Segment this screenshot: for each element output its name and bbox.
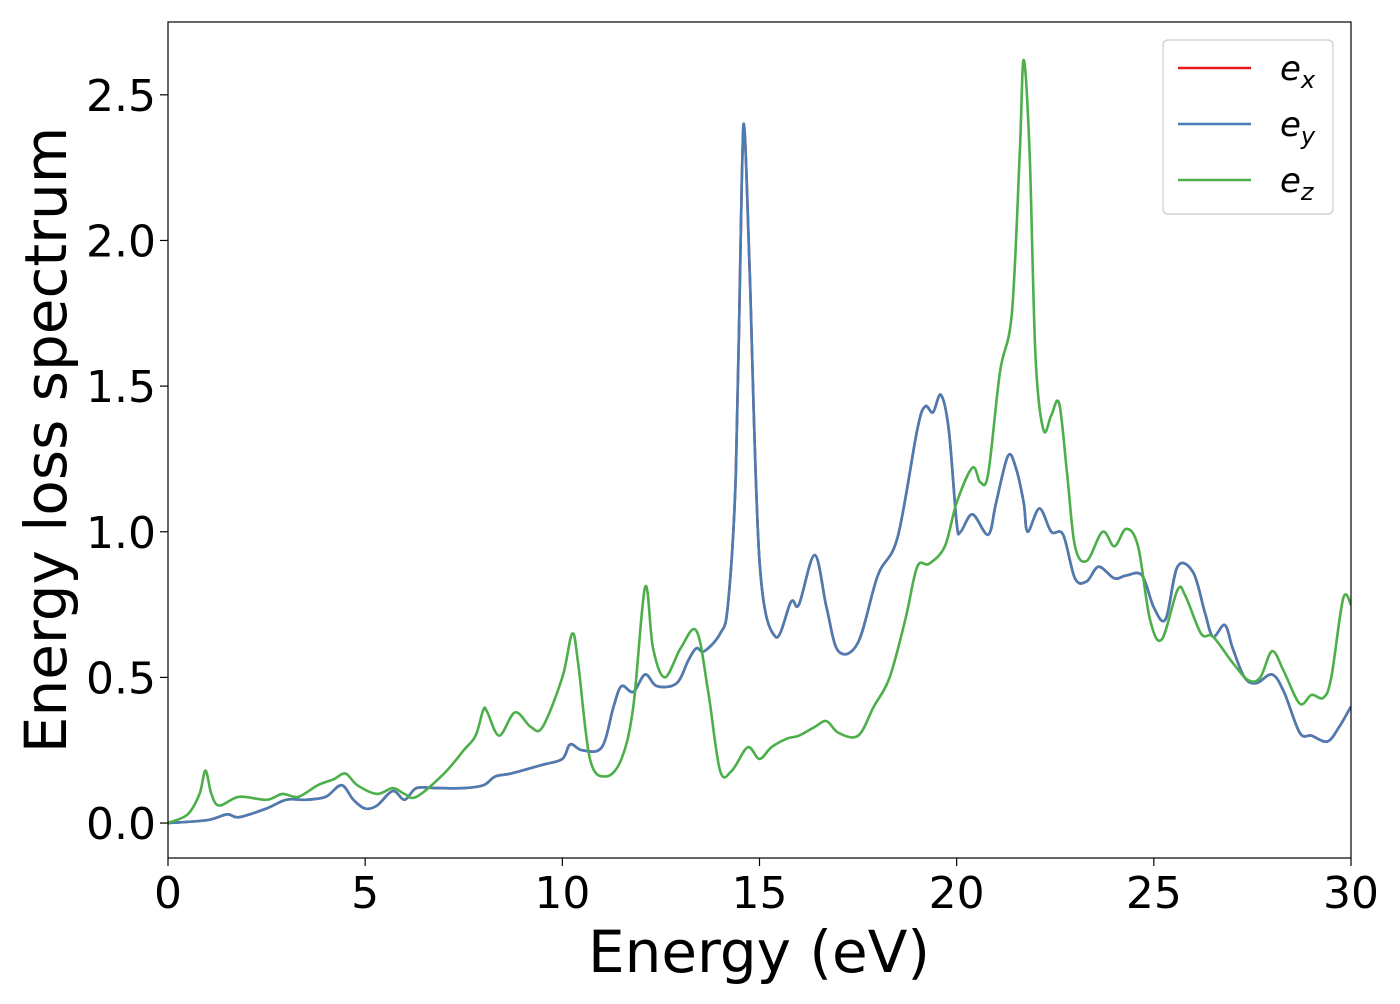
legend-label-subscript: z — [1300, 178, 1315, 206]
series-line-ez — [168, 58, 1351, 825]
y-tick-label: 0.5 — [86, 653, 156, 704]
legend-box — [1162, 39, 1334, 215]
x-tick-label: 15 — [732, 868, 788, 919]
x-axis: 0 5 10 15 20 25 30 — [154, 858, 1379, 919]
x-tick-label: 20 — [929, 868, 985, 919]
x-tick-label: 30 — [1323, 868, 1379, 919]
y-axis-label: Energy loss spectrum — [12, 127, 80, 753]
legend-label-base: e — [1280, 105, 1301, 145]
y-tick-label: 0.0 — [86, 799, 156, 850]
legend-label-base: e — [1280, 49, 1301, 89]
legend-label-subscript: y — [1300, 122, 1316, 150]
legend-label-ez: ez — [1280, 161, 1315, 206]
legend-label-base: e — [1280, 161, 1301, 201]
series-line-ey — [168, 122, 1351, 825]
y-tick-label: 1.5 — [86, 362, 156, 413]
x-tick-label: 10 — [534, 868, 590, 919]
series-layer — [168, 58, 1351, 825]
y-tick-label: 2.5 — [86, 71, 156, 122]
x-tick-label: 0 — [154, 868, 182, 919]
x-tick-label: 25 — [1126, 868, 1182, 919]
y-tick-label: 1.0 — [86, 508, 156, 559]
legend-label-subscript: x — [1300, 66, 1316, 94]
x-tick-label: 5 — [351, 868, 379, 919]
legend-label-ex: ex — [1280, 49, 1316, 94]
y-tick-label: 2.0 — [86, 216, 156, 267]
x-axis-label: Energy (eV) — [588, 918, 930, 986]
legend-label-ey: ey — [1280, 105, 1316, 150]
y-axis: 0.0 0.5 1.0 1.5 2.0 2.5 — [86, 71, 168, 850]
